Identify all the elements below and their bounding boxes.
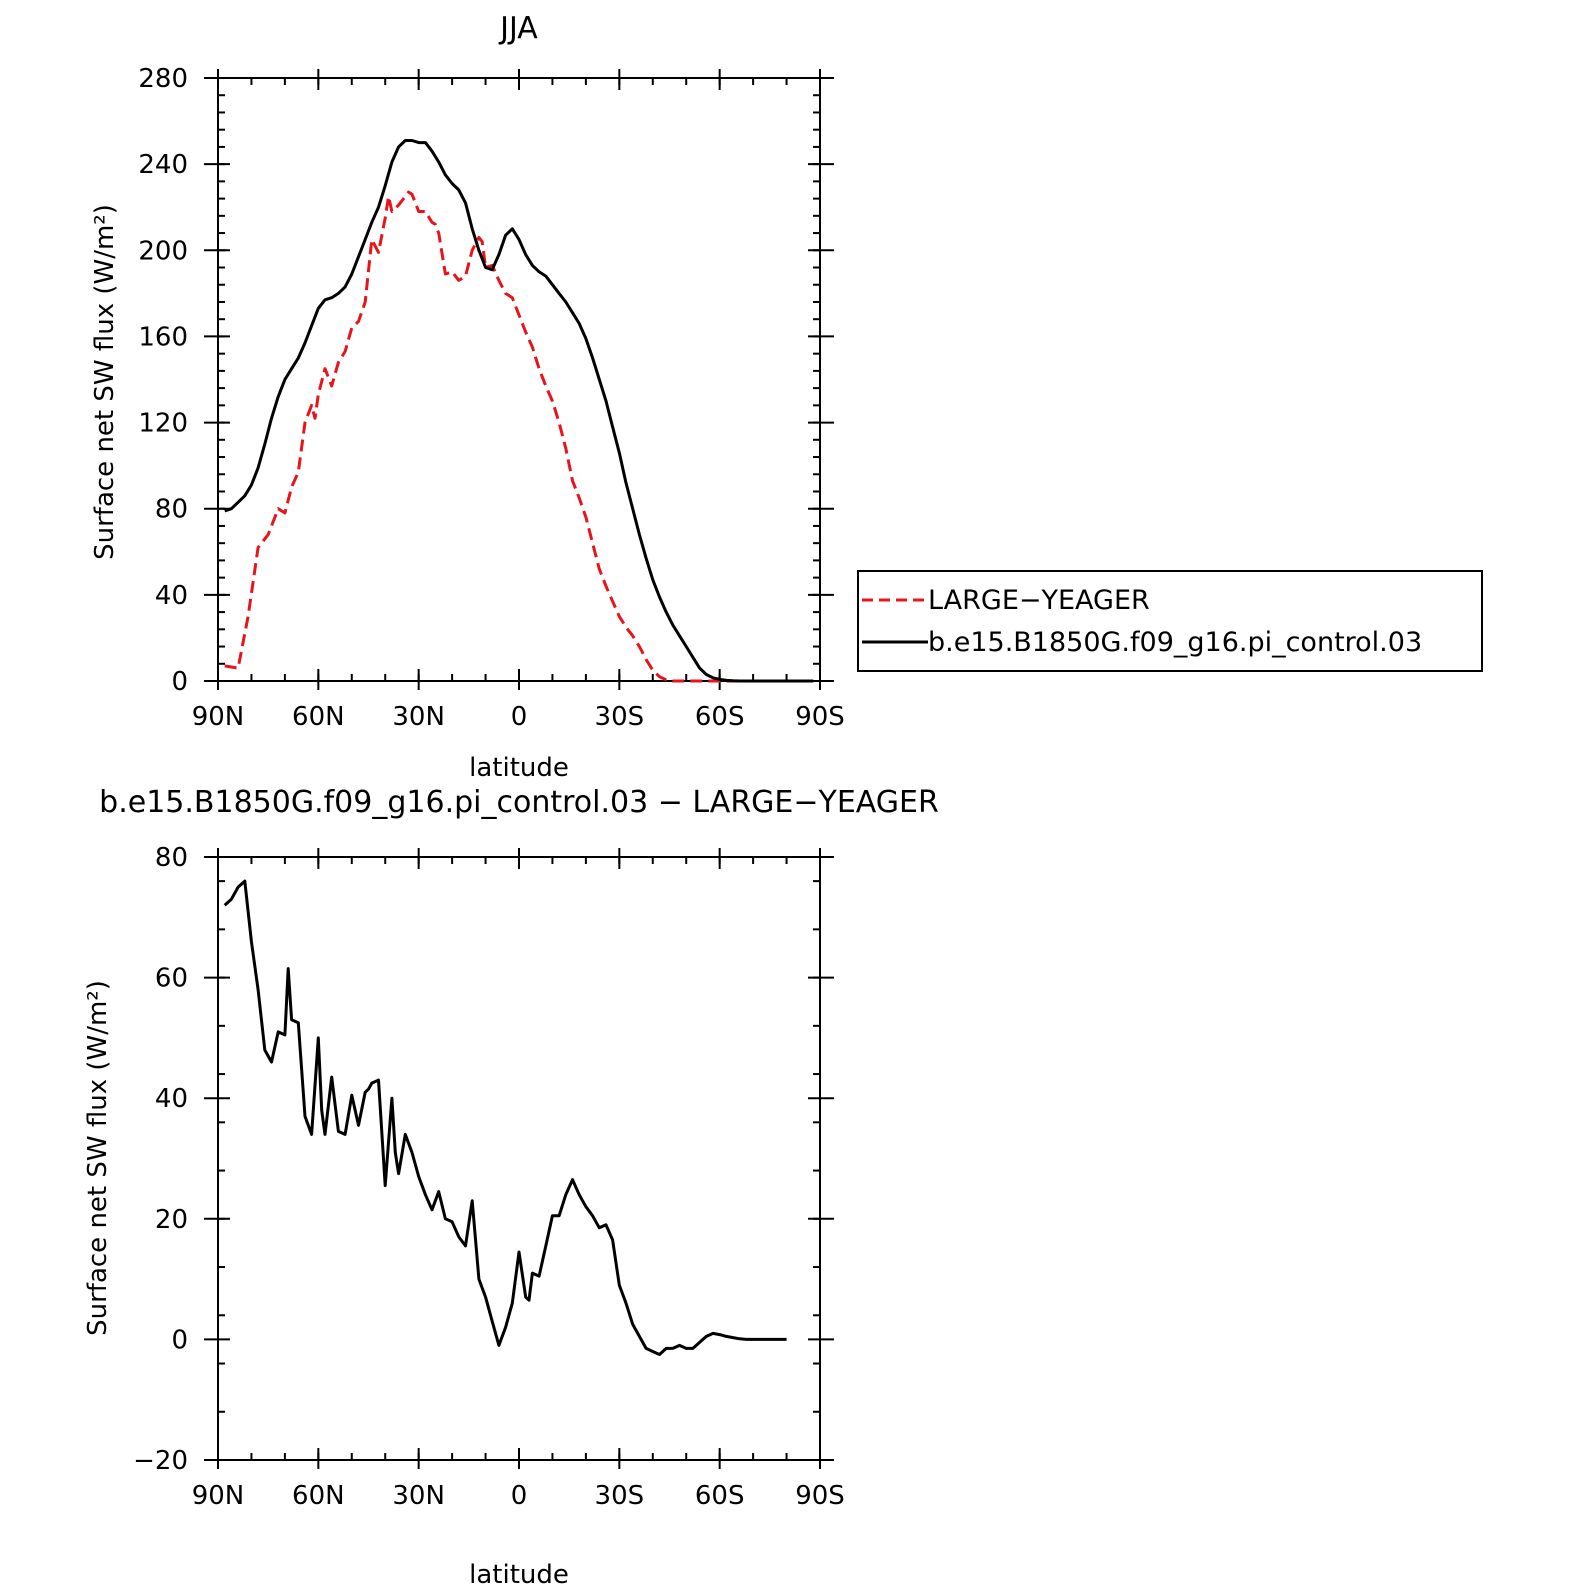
bottom-x-tick-label: 0	[511, 1481, 528, 1511]
bottom-y-tick-label: 60	[155, 964, 188, 994]
bottom-x-axis-label: latitude	[469, 1560, 569, 1590]
bottom-series-line-difference	[223, 879, 787, 1356]
top-y-axis-label: Surface net SW flux (W/m²)	[90, 204, 120, 560]
top-y-tick-label: 40	[155, 581, 188, 611]
legend-label-large-yeager: LARGE−YEAGER	[928, 585, 1150, 616]
top-x-tick-label: 30S	[595, 702, 645, 732]
bottom-axes: 90N 60N 30N 0 30S 60S 90S −20 0 20 40 60 80	[133, 843, 845, 1511]
bottom-y-tick-label: 0	[171, 1325, 188, 1355]
top-x-tick-label: 60S	[695, 702, 745, 732]
top-x-tick-label: 30N	[392, 702, 445, 732]
top-panel: JJA 90N 60N 30N 0 30S 60S 90S 0 40 80 120 160 200 240…	[90, 11, 1483, 783]
top-y-tick-label: 240	[138, 150, 188, 180]
bottom-y-tick-label: −20	[133, 1446, 188, 1476]
top-y-tick-label: 80	[155, 495, 188, 525]
top-series-group	[224, 139, 814, 683]
bottom-x-tick-label: 30S	[595, 1481, 645, 1511]
bottom-panel: b.e15.B1850G.f09_g16.pi_control.03 − LAR…	[83, 785, 939, 1590]
top-x-tick-label: 90S	[795, 702, 845, 732]
bottom-y-tick-label: 40	[155, 1084, 188, 1114]
top-y-tick-label: 0	[171, 667, 188, 697]
top-x-tick-label: 0	[511, 702, 528, 732]
bottom-chart-title: b.e15.B1850G.f09_g16.pi_control.03 − LAR…	[99, 785, 939, 820]
top-x-axis-label: latitude	[469, 753, 569, 783]
top-axes: 90N 60N 30N 0 30S 60S 90S 0 40 80 120 160 200 240 280	[138, 64, 844, 732]
top-y-tick-label: 120	[138, 409, 188, 439]
bottom-x-tick-label: 60S	[695, 1481, 745, 1511]
bottom-y-tick-label: 20	[155, 1205, 188, 1235]
bottom-x-tick-label: 60N	[292, 1481, 345, 1511]
top-series-line-large-yeager	[224, 190, 787, 683]
bottom-x-tick-label: 30N	[392, 1481, 445, 1511]
top-x-tick-label: 90N	[192, 702, 245, 732]
bottom-series-group	[223, 879, 787, 1356]
legend-box	[857, 570, 1483, 672]
top-y-tick-label: 280	[138, 64, 188, 94]
top-chart-title: JJA	[498, 11, 538, 46]
bottom-x-tick-label: 90S	[795, 1481, 845, 1511]
top-series-line-control	[224, 139, 814, 683]
legend-label-control: b.e15.B1850G.f09_g16.pi_control.03	[928, 627, 1422, 658]
bottom-y-axis-label: Surface net SW flux (W/m²)	[83, 980, 113, 1336]
top-y-tick-label: 160	[138, 322, 188, 352]
bottom-y-tick-label: 80	[155, 843, 188, 873]
legend: LARGE−YEAGER b.e15.B1850G.f09_g16.pi_con…	[857, 570, 1483, 672]
top-y-tick-label: 200	[138, 236, 188, 266]
bottom-x-tick-label: 90N	[192, 1481, 245, 1511]
top-x-tick-label: 60N	[292, 702, 345, 732]
